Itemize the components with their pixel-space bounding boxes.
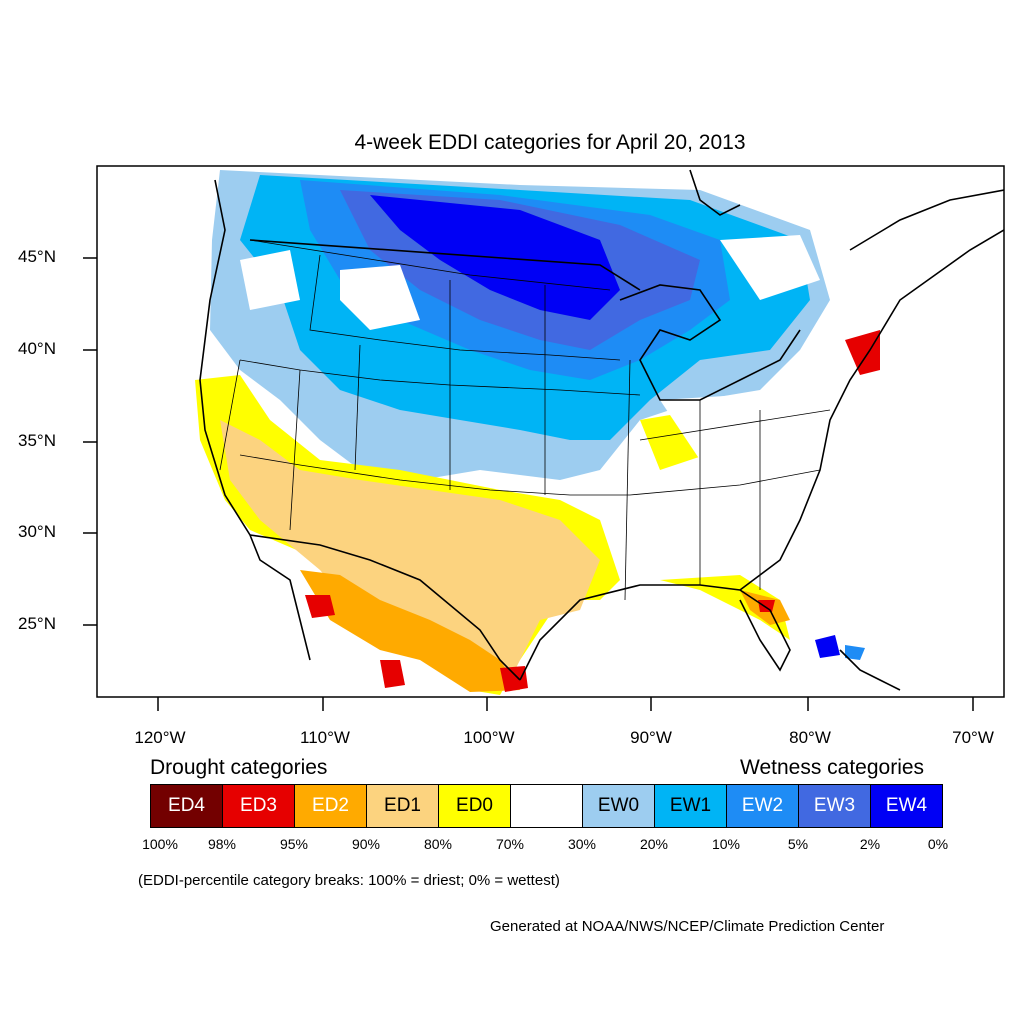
percentile-label: 80% (423, 836, 453, 852)
state-boundaries (219, 239, 831, 601)
legend-box-ew4: EW4 (870, 784, 943, 828)
legend-box-ew3: EW3 (798, 784, 871, 828)
legend-box-ew2: EW2 (726, 784, 799, 828)
axis-ticks (83, 257, 974, 711)
lat-label-45: 45°N (18, 247, 56, 266)
lat-label-30: 30°N (18, 522, 56, 541)
credit-line: Generated at NOAA/NWS/NCEP/Climate Predi… (490, 918, 885, 935)
wetness-heading: Wetness categories (740, 756, 925, 779)
ed1-region (220, 420, 600, 690)
lat-label-25: 25°N (18, 614, 56, 633)
percentile-label: 10% (711, 836, 741, 852)
percentile-label: 100% (142, 836, 178, 852)
lon-label-110: 110°W (300, 728, 350, 747)
legend-box-ed2: ED2 (294, 784, 367, 828)
percentile-label: 30% (567, 836, 597, 852)
percentile-label: 2% (859, 836, 881, 852)
legend-box-ew0: EW0 (582, 784, 655, 828)
legend-box-ed3: ED3 (222, 784, 295, 828)
percentile-label: 90% (351, 836, 381, 852)
coastlines (199, 169, 1004, 691)
legend-box-ed1: ED1 (366, 784, 439, 828)
lat-label-35: 35°N (18, 431, 56, 450)
ed2-region (300, 570, 520, 692)
lon-label-70: 70°W (952, 728, 994, 747)
map-frame (96, 165, 1005, 698)
lon-label-120: 120°W (134, 728, 186, 747)
legend-box-ed0: ED0 (438, 784, 511, 828)
legend-box-ew1: EW1 (654, 784, 727, 828)
percentile-label: 70% (495, 836, 525, 852)
category-note: (EDDI-percentile category breaks: 100% =… (138, 872, 560, 889)
percentile-label: 5% (787, 836, 809, 852)
lon-label-80: 80°W (789, 728, 831, 747)
legend-box-ed4: ED4 (150, 784, 223, 828)
drought-heading: Drought categories (150, 756, 328, 779)
lat-label-40: 40°N (18, 339, 56, 358)
percentile-label: 20% (639, 836, 669, 852)
category-fill-layer (195, 170, 900, 695)
lon-label-100: 100°W (463, 728, 515, 747)
category-legend: ED4 ED3 ED2 ED1 ED0 EW0 EW1 EW2 EW3 EW4 (150, 784, 943, 828)
ed3-region (305, 595, 335, 618)
percentile-label: 95% (279, 836, 309, 852)
lon-label-90: 90°W (630, 728, 672, 747)
map-title: 4-week EDDI categories for April 20, 201… (354, 131, 746, 154)
percentile-label: 0% (927, 836, 949, 852)
percentile-label: 98% (207, 836, 237, 852)
legend-box-neutral (510, 784, 583, 828)
